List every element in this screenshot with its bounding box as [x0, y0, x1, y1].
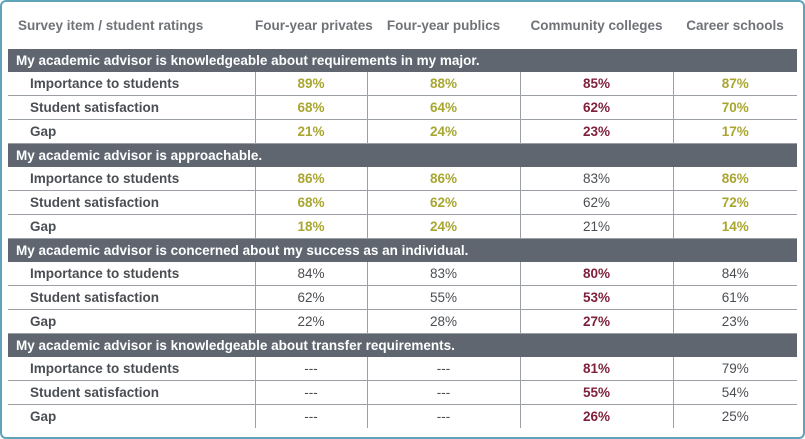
header-four-year-publics: Four-year publics	[386, 17, 501, 33]
table-cell: 62%	[254, 285, 367, 310]
table-row: Student satisfaction 68% 64% 62% 70%	[8, 95, 797, 120]
table-cell: 84%	[672, 262, 797, 286]
section-title: My academic advisor is knowledgeable abo…	[8, 48, 797, 72]
table-row: Importance to students 89% 88% 85% 87%	[8, 72, 797, 96]
table-cell: 68%	[254, 95, 367, 120]
table-cell: 26%	[519, 404, 673, 428]
table-cell: 24%	[366, 119, 520, 144]
table-cell: 85%	[519, 72, 673, 96]
section-header-row: My academic advisor is knowledgeable abo…	[8, 333, 797, 357]
table-row: Student satisfaction --- --- 55% 54%	[8, 380, 797, 405]
section-header-row: My academic advisor is knowledgeable abo…	[8, 48, 797, 72]
table-cell: ---	[254, 357, 367, 381]
table-cell: 23%	[672, 309, 797, 334]
table-cell: 84%	[254, 262, 367, 286]
row-label: Student satisfaction	[8, 285, 255, 310]
table-cell: 55%	[519, 380, 673, 405]
table-row: Gap 21% 24% 23% 17%	[8, 119, 797, 144]
table-cell: 53%	[519, 285, 673, 310]
section-title: My academic advisor is approachable.	[8, 143, 797, 167]
table-cell: ---	[254, 404, 367, 428]
table-cell: 28%	[366, 309, 520, 334]
table-cell: 62%	[366, 190, 520, 215]
header-survey-item: Survey item / student ratings	[18, 17, 204, 33]
row-label: Importance to students	[8, 262, 255, 286]
table-cell: ---	[366, 380, 520, 405]
table-row: Importance to students 86% 86% 83% 86%	[8, 167, 797, 191]
row-label: Importance to students	[8, 357, 255, 381]
table-cell: 21%	[519, 214, 673, 239]
row-label: Importance to students	[8, 167, 255, 191]
table-cell: 23%	[519, 119, 673, 144]
table-cell: 25%	[672, 404, 797, 428]
table-cell: 61%	[672, 285, 797, 310]
section-title: My academic advisor is knowledgeable abo…	[8, 333, 797, 357]
table-header: Survey item / student ratings Four-year …	[8, 2, 797, 49]
table-cell: 68%	[254, 190, 367, 215]
table-cell: 17%	[672, 119, 797, 144]
row-label: Gap	[8, 119, 255, 144]
table-cell: 18%	[254, 214, 367, 239]
table-cell: 64%	[366, 95, 520, 120]
table-cell: ---	[366, 404, 520, 428]
table-row: Student satisfaction 62% 55% 53% 61%	[8, 285, 797, 310]
table-cell: 21%	[254, 119, 367, 144]
row-label: Importance to students	[8, 72, 255, 96]
row-label: Gap	[30, 409, 57, 424]
table-cell: 86%	[672, 167, 797, 191]
table-cell: 89%	[254, 72, 367, 96]
row-label: Gap	[8, 309, 255, 334]
table-cell: 83%	[519, 167, 673, 191]
row-label: Student satisfaction	[8, 95, 255, 120]
table-cell: 54%	[672, 380, 797, 405]
row-label: Gap	[8, 214, 255, 239]
table-cell: 14%	[672, 214, 797, 239]
table-cell: 55%	[366, 285, 520, 310]
table-cell: 62%	[519, 95, 673, 120]
table-cell: 62%	[519, 190, 673, 215]
table-cell: 22%	[254, 309, 367, 334]
table-cell: 27%	[519, 309, 673, 334]
table-row: Gap 22% 28% 27% 23%	[8, 309, 797, 334]
table-cell: 79%	[672, 357, 797, 381]
table-row: Importance to students --- --- 81% 79%	[8, 357, 797, 381]
table-cell: 88%	[366, 72, 520, 96]
row-label: Student satisfaction	[8, 380, 255, 405]
table-cell: 24%	[366, 214, 520, 239]
table-body: My academic advisor is knowledgeable abo…	[8, 48, 797, 428]
table-row: Gap 18% 24% 21% 14%	[8, 214, 797, 239]
section-header-row: My academic advisor is concerned about m…	[8, 238, 797, 262]
table-cell: ---	[366, 357, 520, 381]
table-row: Gap --- --- 26% 25%	[8, 404, 797, 428]
table-cell: 70%	[672, 95, 797, 120]
table-row: Student satisfaction 68% 62% 62% 72%	[8, 190, 797, 215]
header-four-year-privates: Four-year privates	[255, 17, 373, 33]
row-label: Student satisfaction	[8, 190, 255, 215]
table-cell: 87%	[672, 72, 797, 96]
table-cell: 86%	[254, 167, 367, 191]
table-row: Importance to students 84% 83% 80% 84%	[8, 262, 797, 286]
table-cell: 83%	[366, 262, 520, 286]
table-cell: 81%	[519, 357, 673, 381]
header-community-colleges: Community colleges	[530, 17, 663, 33]
survey-table: Survey item / student ratings Four-year …	[8, 2, 797, 428]
section-title: My academic advisor is concerned about m…	[8, 238, 797, 262]
header-career-schools: Career schools	[686, 17, 784, 33]
table-cell: ---	[254, 380, 367, 405]
table-cell: 86%	[366, 167, 520, 191]
table-cell: 80%	[519, 262, 673, 286]
header-row: Survey item / student ratings Four-year …	[8, 2, 797, 49]
table-cell: 72%	[672, 190, 797, 215]
section-header-row: My academic advisor is approachable.	[8, 143, 797, 167]
